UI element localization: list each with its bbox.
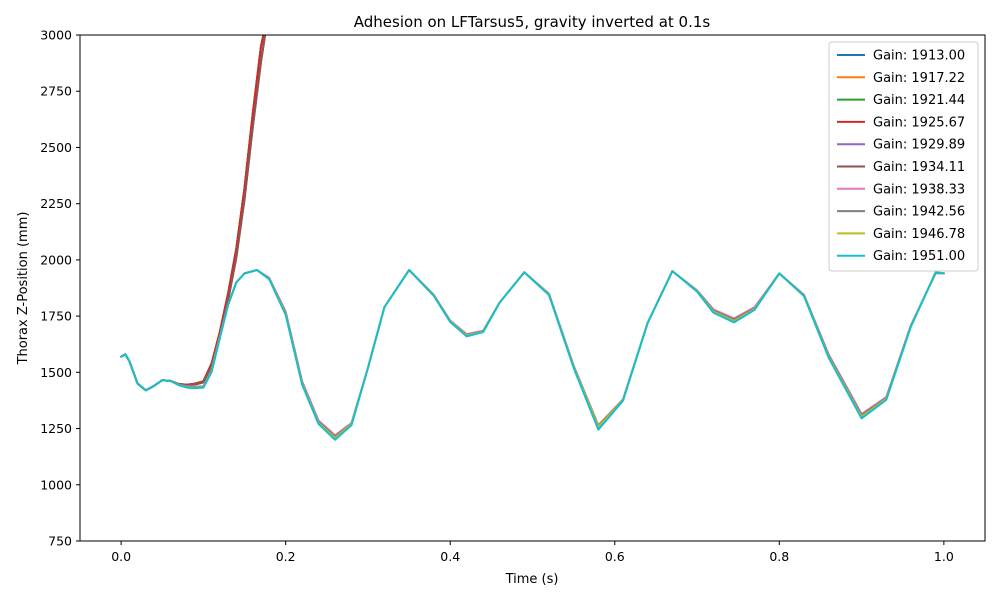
- x-tick-label: 0.2: [276, 549, 296, 564]
- y-axis-label: Thorax Z-Position (mm): [16, 212, 31, 366]
- legend-label: Gain: 1929.89: [873, 138, 965, 153]
- series-line-9: [120, 269, 945, 439]
- series-line-8: [120, 269, 945, 438]
- x-tick-label: 0.8: [769, 549, 789, 564]
- y-tick-label: 3000: [40, 28, 72, 43]
- y-tick-label: 1750: [40, 309, 72, 324]
- legend-label: Gain: 1913.00: [873, 49, 965, 64]
- legend-label: Gain: 1917.22: [873, 71, 965, 86]
- legend-label: Gain: 1946.78: [873, 227, 965, 242]
- x-axis: 0.0 0.2 0.4 0.6 0.8 1.0: [111, 541, 954, 564]
- x-axis-label: Time (s): [505, 572, 559, 587]
- x-tick-label: 0.4: [440, 549, 460, 564]
- y-tick-label: 1250: [40, 421, 72, 436]
- legend-label: Gain: 1934.11: [873, 160, 965, 175]
- series-line-7: [120, 269, 945, 437]
- legend-label: Gain: 1938.33: [873, 182, 965, 197]
- y-tick-label: 2250: [40, 196, 72, 211]
- y-tick-label: 750: [48, 534, 72, 549]
- x-tick-label: 0.0: [111, 549, 131, 564]
- series-line-10: [120, 269, 945, 441]
- y-tick-label: 2000: [40, 252, 72, 267]
- chart-title: Adhesion on LFTarsus5, gravity inverted …: [354, 13, 711, 31]
- legend-label: Gain: 1942.56: [873, 205, 965, 220]
- plot-frame: [79, 34, 986, 542]
- series-line-6: [120, 35, 267, 392]
- legend-label: Gain: 1925.67: [873, 115, 965, 130]
- y-axis: 750 1000 1250 1500 1750 2000 2250 2500 2750 3000: [40, 28, 80, 549]
- y-tick-label: 2750: [40, 84, 72, 99]
- plot-area: [120, 35, 945, 441]
- x-tick-label: 0.6: [605, 549, 625, 564]
- x-tick-label: 1.0: [934, 549, 954, 564]
- legend-box: [828, 41, 979, 272]
- y-tick-label: 2500: [40, 140, 72, 155]
- legend-label: Gain: 1951.00: [873, 249, 965, 264]
- series-layer: [120, 35, 945, 441]
- legend: Gain: 1913.00 Gain: 1917.22 Gain: 1921.44 G…: [828, 41, 979, 272]
- legend-label: Gain: 1921.44: [873, 93, 965, 108]
- y-tick-label: 1500: [40, 365, 72, 380]
- y-tick-label: 1000: [40, 477, 72, 492]
